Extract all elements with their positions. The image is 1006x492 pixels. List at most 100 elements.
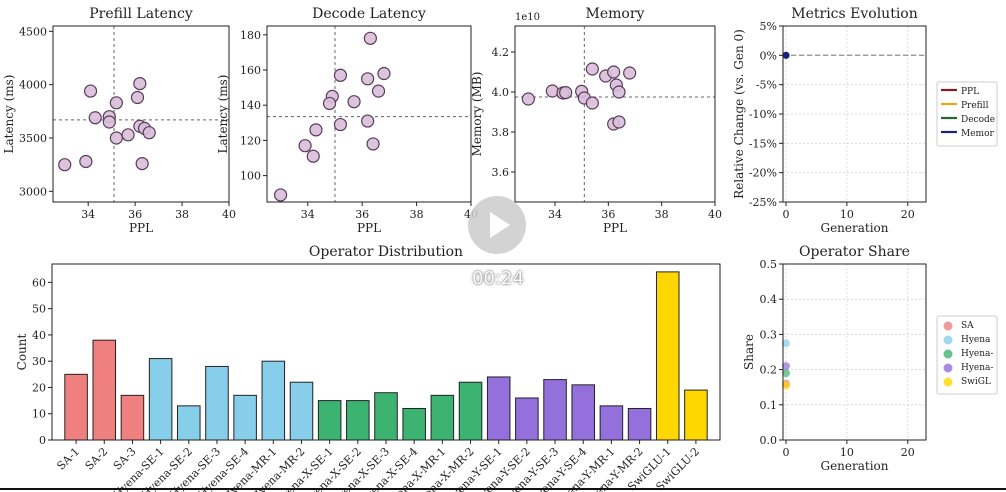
bar xyxy=(486,376,511,441)
bar xyxy=(233,394,257,441)
legend-marker xyxy=(943,335,953,345)
scatter-point xyxy=(58,158,72,172)
scatter-point xyxy=(79,154,93,169)
x-tick-label: 10 xyxy=(840,208,854,221)
x-axis-label: PPL xyxy=(603,221,627,235)
play-button[interactable] xyxy=(468,196,526,254)
y-tick-label: 160 xyxy=(240,64,261,77)
y-axis-label: Share xyxy=(742,334,756,370)
x-tick-label: 40 xyxy=(222,208,236,221)
y-tick-label: 4.0 xyxy=(492,86,510,99)
y-tick-label: 4.2 xyxy=(492,46,510,59)
y-tick-label: 3000 xyxy=(19,185,47,198)
scatter-point xyxy=(142,126,156,140)
bar xyxy=(261,360,286,441)
legend-label: PPL xyxy=(961,87,979,97)
scatter-point xyxy=(109,131,123,145)
y-tick-label: 4000 xyxy=(19,79,47,92)
y-tick-label: 60 xyxy=(32,276,46,289)
y-axis-label: Latency (ms) xyxy=(2,75,16,154)
y-tick-label: 0.3 xyxy=(760,328,778,341)
chart-title: Memory xyxy=(586,6,645,22)
y-tick-label: 50 xyxy=(32,303,46,316)
x-tick-label: SA-2 xyxy=(83,445,111,473)
scatter-point xyxy=(521,92,535,106)
scatter-point xyxy=(361,114,375,128)
legend xyxy=(936,315,998,395)
x-tick-label: 20 xyxy=(901,446,915,459)
scatter-point xyxy=(306,149,320,163)
x-tick-label: 40 xyxy=(708,208,722,221)
scatter-point xyxy=(88,111,102,125)
chart-title: Operator Distribution xyxy=(309,244,463,260)
y-tick-label: 3500 xyxy=(19,132,47,145)
chart-title: Operator Share xyxy=(799,244,910,260)
y-axis-label: Count xyxy=(15,333,29,370)
y-tick-label: 140 xyxy=(240,99,261,112)
legend-label: Hyena- xyxy=(961,363,993,373)
x-tick-label: 10 xyxy=(840,446,854,459)
y-tick-label: -10% xyxy=(749,108,777,121)
x-tick-label: 36 xyxy=(355,208,369,221)
scatter-point xyxy=(274,188,288,202)
scatter-point xyxy=(366,137,380,151)
scatter-point xyxy=(347,95,361,109)
scatter-point xyxy=(623,66,637,80)
y-tick-label: 0.1 xyxy=(760,399,778,412)
legend-label: Hyena- xyxy=(961,349,993,359)
y-tick-label: 10 xyxy=(32,408,46,421)
y-tick-label: 0.0 xyxy=(760,434,778,447)
series-point xyxy=(782,339,791,348)
scatter-point xyxy=(133,76,147,91)
y-tick-label: 100 xyxy=(240,170,261,183)
bar xyxy=(627,407,652,441)
x-tick-label: 36 xyxy=(601,208,615,221)
scatter-point xyxy=(322,96,337,111)
legend-label: Decode xyxy=(961,115,995,125)
scatter-point xyxy=(121,128,135,142)
y-axis-label: Memory (MB) xyxy=(470,72,484,157)
x-axis-label: PPL xyxy=(357,221,381,235)
series-point xyxy=(782,51,790,59)
y-tick-label: 4500 xyxy=(19,25,47,38)
bar xyxy=(655,271,680,441)
y-tick-label: 120 xyxy=(240,134,261,147)
scatter-point xyxy=(612,85,626,99)
y-axis-label: Relative Change (vs. Gen 0) xyxy=(732,29,746,199)
bar xyxy=(543,379,567,441)
x-tick-label: 34 xyxy=(301,208,315,221)
scatter-point xyxy=(545,84,559,98)
x-tick-label: 36 xyxy=(128,208,142,221)
play-icon xyxy=(490,212,510,238)
bar xyxy=(684,389,708,441)
chart-title: Metrics Evolution xyxy=(791,6,918,22)
scatter-point xyxy=(607,65,621,79)
bar xyxy=(402,407,426,441)
x-tick-label: 0 xyxy=(783,208,790,221)
y-tick-label: 20 xyxy=(32,381,46,394)
bar xyxy=(599,405,624,441)
y-tick-label: -25% xyxy=(749,196,777,209)
scatter-point xyxy=(559,85,573,100)
chart-title: Decode Latency xyxy=(312,6,426,22)
y-tick-label: -15% xyxy=(749,137,777,150)
x-axis-label: Generation xyxy=(820,221,888,235)
chart-title: Prefill Latency xyxy=(89,6,193,22)
scatter-point xyxy=(377,66,391,81)
y-tick-label: 3.8 xyxy=(492,126,510,139)
bar xyxy=(177,405,201,441)
bar xyxy=(430,394,455,441)
y-tick-label: 0% xyxy=(760,49,777,62)
scatter-point xyxy=(298,139,312,153)
x-tick-label: 0 xyxy=(783,446,790,459)
plot-area xyxy=(514,25,716,203)
y-tick-label: 0 xyxy=(39,434,46,447)
series-point xyxy=(782,381,791,390)
bar xyxy=(317,400,342,441)
scatter-point xyxy=(363,31,377,45)
x-tick-label: 38 xyxy=(655,208,669,221)
plot-area xyxy=(52,25,230,203)
bar xyxy=(515,397,539,441)
scatter-point xyxy=(102,115,116,129)
legend-marker xyxy=(943,363,953,373)
